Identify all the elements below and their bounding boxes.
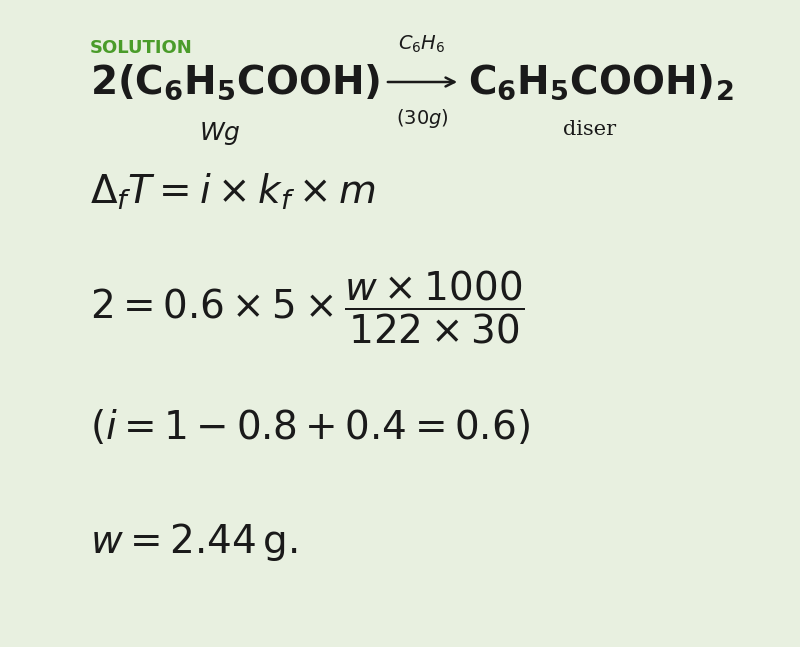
Text: SOLUTION: SOLUTION <box>90 39 193 57</box>
Text: $(i = 1 - 0.8 + 0.4 = 0.6)$: $(i = 1 - 0.8 + 0.4 = 0.6)$ <box>90 408 530 446</box>
Text: $w = 2.44\,\mathrm{g.}$: $w = 2.44\,\mathrm{g.}$ <box>90 521 297 563</box>
Text: $\mathbf{2(C_6H_5COOH)}$: $\mathbf{2(C_6H_5COOH)}$ <box>90 62 380 102</box>
Text: $\mathit{Wg}$: $\mathit{Wg}$ <box>199 120 241 147</box>
Text: $C_6H_6$: $C_6H_6$ <box>398 34 446 55</box>
Text: $(30g)$: $(30g)$ <box>396 107 448 130</box>
Text: $\mathbf{C_6H_5COOH)_2}$: $\mathbf{C_6H_5COOH)_2}$ <box>468 62 734 102</box>
Text: $2 = 0.6 \times 5 \times \dfrac{w \times 1000}{122 \times 30}$: $2 = 0.6 \times 5 \times \dfrac{w \times… <box>90 269 525 345</box>
Text: $\Delta_f T = i \times k_f \times m$: $\Delta_f T = i \times k_f \times m$ <box>90 172 376 212</box>
Text: diser: diser <box>563 120 617 139</box>
